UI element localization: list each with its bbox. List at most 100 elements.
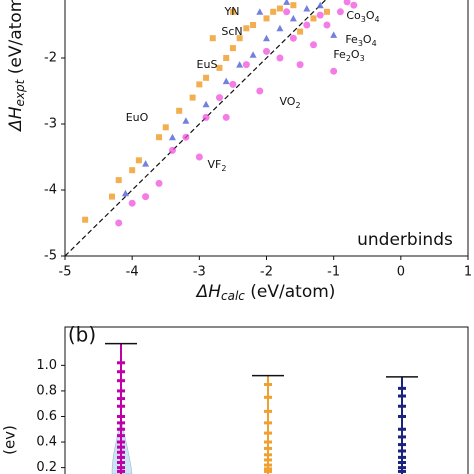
point bbox=[398, 449, 406, 453]
y-tick-label: 0.6 bbox=[36, 409, 57, 424]
point bbox=[264, 431, 272, 435]
x-axis-label-sub: calc bbox=[221, 289, 245, 303]
y-tick-label: 0.2 bbox=[36, 460, 57, 474]
point bbox=[109, 193, 116, 200]
point bbox=[222, 113, 230, 121]
point bbox=[263, 15, 270, 22]
annotation: VF2 bbox=[208, 158, 227, 173]
y-tick-label: 1.0 bbox=[36, 358, 57, 373]
point bbox=[276, 24, 284, 32]
point bbox=[155, 179, 163, 187]
point bbox=[310, 41, 318, 49]
point bbox=[142, 193, 150, 201]
point bbox=[264, 446, 272, 450]
point bbox=[250, 22, 257, 28]
point bbox=[117, 370, 125, 374]
annotation-part: O bbox=[351, 48, 360, 61]
point bbox=[343, 0, 351, 6]
point bbox=[350, 1, 358, 9]
annotation: Fe2O3 bbox=[333, 48, 364, 63]
annotation-sub: 3 bbox=[361, 15, 366, 24]
point bbox=[202, 113, 210, 121]
point bbox=[264, 458, 272, 462]
point bbox=[264, 409, 272, 413]
point bbox=[117, 440, 125, 444]
annotation-part: EuS bbox=[197, 58, 218, 71]
point bbox=[242, 61, 250, 69]
point bbox=[264, 463, 272, 467]
point bbox=[303, 5, 311, 12]
plot-frame-b bbox=[64, 326, 469, 474]
x-tick-label: 1 bbox=[464, 265, 472, 280]
point bbox=[182, 133, 190, 141]
point bbox=[398, 460, 406, 464]
annotation-sub: 3 bbox=[358, 39, 363, 48]
point bbox=[398, 404, 406, 408]
y-tick-label: 0.8 bbox=[36, 383, 57, 398]
point bbox=[330, 31, 338, 38]
point bbox=[398, 466, 406, 470]
point bbox=[129, 167, 136, 174]
point bbox=[310, 15, 317, 22]
point bbox=[117, 404, 125, 408]
point bbox=[264, 469, 272, 473]
annotation-part: underbinds bbox=[357, 230, 453, 250]
annotation-sub: 4 bbox=[372, 39, 377, 48]
parity-line bbox=[64, 0, 327, 257]
point bbox=[289, 14, 297, 22]
point bbox=[316, 1, 324, 9]
point bbox=[82, 216, 89, 223]
point bbox=[398, 435, 406, 439]
y-tick-label: -5 bbox=[44, 249, 57, 264]
point bbox=[121, 189, 129, 197]
x-tick-label: -3 bbox=[193, 265, 206, 280]
point bbox=[216, 64, 223, 71]
point bbox=[264, 395, 272, 399]
point bbox=[117, 379, 125, 383]
annotation-sub: 3 bbox=[360, 54, 365, 63]
point bbox=[270, 8, 277, 15]
point bbox=[263, 47, 270, 55]
point bbox=[303, 21, 311, 29]
point bbox=[236, 35, 243, 42]
point bbox=[398, 427, 406, 431]
point bbox=[117, 434, 125, 438]
point bbox=[276, 54, 284, 62]
annotation-sub: 2 bbox=[295, 101, 300, 110]
annotation-sub: 4 bbox=[375, 15, 380, 24]
point bbox=[283, 8, 291, 16]
annotation-part: Fe bbox=[333, 48, 346, 61]
point bbox=[182, 117, 190, 124]
x-tick-label: -4 bbox=[126, 265, 139, 280]
annotation-part: ScN bbox=[221, 25, 242, 38]
point bbox=[117, 361, 125, 365]
point bbox=[296, 61, 304, 69]
point bbox=[203, 74, 210, 81]
annotation-part: VO bbox=[279, 95, 295, 108]
annotation: underbinds bbox=[357, 230, 453, 250]
y-axis-label: ΔHexpt (eV/atom) bbox=[6, 0, 27, 133]
point bbox=[398, 386, 406, 390]
point bbox=[117, 421, 125, 425]
point bbox=[249, 51, 257, 58]
x-tick-label: -2 bbox=[260, 265, 273, 280]
point bbox=[336, 8, 344, 16]
y-tick-label: -3 bbox=[44, 117, 57, 132]
x-tick-label: -1 bbox=[327, 265, 340, 280]
point bbox=[117, 455, 125, 459]
point bbox=[236, 61, 244, 68]
point bbox=[398, 455, 406, 459]
x-tick-label: 0 bbox=[397, 265, 405, 280]
point bbox=[256, 87, 264, 95]
point bbox=[283, 0, 291, 5]
point bbox=[117, 427, 125, 431]
point bbox=[264, 453, 272, 457]
point bbox=[398, 414, 406, 418]
annotation-part: EuO bbox=[126, 111, 149, 124]
point bbox=[176, 107, 183, 114]
point bbox=[189, 94, 196, 101]
point bbox=[316, 11, 324, 19]
y-axis-label-sub: expt bbox=[13, 78, 27, 106]
point bbox=[289, 34, 297, 42]
point bbox=[290, 2, 297, 9]
